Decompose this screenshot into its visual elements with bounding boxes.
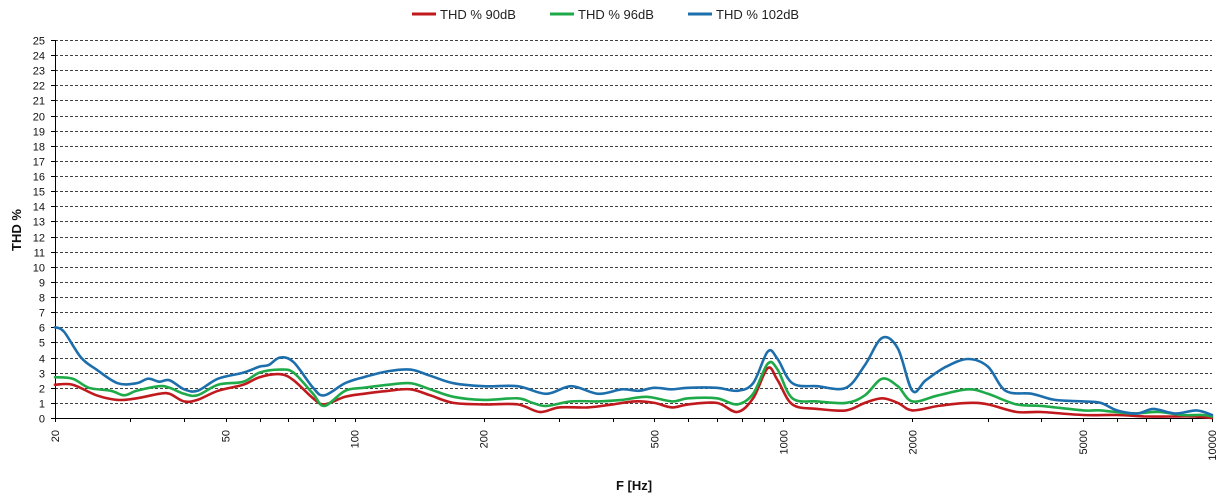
- y-axis-label: THD %: [9, 209, 24, 251]
- x-tick-label: 1000: [778, 430, 790, 454]
- x-tick-label: 50: [221, 430, 233, 442]
- y-tick-label: 4: [39, 354, 45, 366]
- legend: THD % 90dB THD % 96dB THD % 102dB: [412, 7, 799, 22]
- x-tick-labels: 20 50 100 200 500 1000 2000 5000 10000: [50, 418, 1219, 461]
- series-line-3: [53, 326, 1214, 417]
- y-tick-label: 25: [33, 36, 45, 48]
- y-tick-label: 17: [33, 157, 45, 169]
- x-tick-label: 100: [350, 430, 362, 448]
- y-tick-label: 8: [39, 293, 45, 305]
- x-tick-label: 5000: [1078, 430, 1090, 454]
- y-tick-label: 24: [33, 51, 45, 63]
- y-tick-label: 14: [33, 202, 45, 214]
- y-tick-label: 19: [33, 127, 45, 139]
- series-lines: [53, 326, 1214, 420]
- y-tick-label: 18: [33, 142, 45, 154]
- x-axis-label: F [Hz]: [616, 478, 652, 493]
- y-tick-labels: 0123456789101112131415161718192021222324…: [33, 36, 55, 426]
- y-tick-label: 5: [39, 338, 45, 350]
- y-tick-label: 13: [33, 217, 45, 229]
- gridlines: [55, 40, 1212, 404]
- y-tick-label: 22: [33, 81, 45, 93]
- x-tick-label: 200: [479, 430, 491, 448]
- x-tick-label: 500: [649, 430, 661, 448]
- legend-label: THD % 90dB: [440, 7, 516, 22]
- y-tick-label: 23: [33, 66, 45, 78]
- y-tick-label: 21: [33, 96, 45, 108]
- y-tick-label: 3: [39, 369, 45, 381]
- y-tick-label: 7: [39, 308, 45, 320]
- y-tick-label: 15: [33, 187, 45, 199]
- axes: [55, 40, 1212, 419]
- series-line-1: [53, 366, 1214, 420]
- legend-label: THD % 96dB: [578, 7, 654, 22]
- y-tick-label: 0: [39, 414, 45, 426]
- legend-label: THD % 102dB: [716, 7, 799, 22]
- y-tick-label: 20: [33, 112, 45, 124]
- series-line-2: [53, 360, 1214, 418]
- y-tick-label: 1: [39, 399, 45, 411]
- y-tick-label: 12: [33, 233, 45, 245]
- x-tick-label: 20: [50, 430, 62, 442]
- x-tick-label: 2000: [907, 430, 919, 454]
- y-tick-label: 16: [33, 172, 45, 184]
- y-tick-label: 10: [33, 263, 45, 275]
- y-tick-label: 9: [39, 278, 45, 290]
- y-tick-label: 11: [34, 248, 45, 260]
- x-tick-label: 10000: [1207, 430, 1219, 461]
- y-tick-label: 2: [39, 384, 45, 396]
- y-tick-label: 6: [39, 323, 45, 335]
